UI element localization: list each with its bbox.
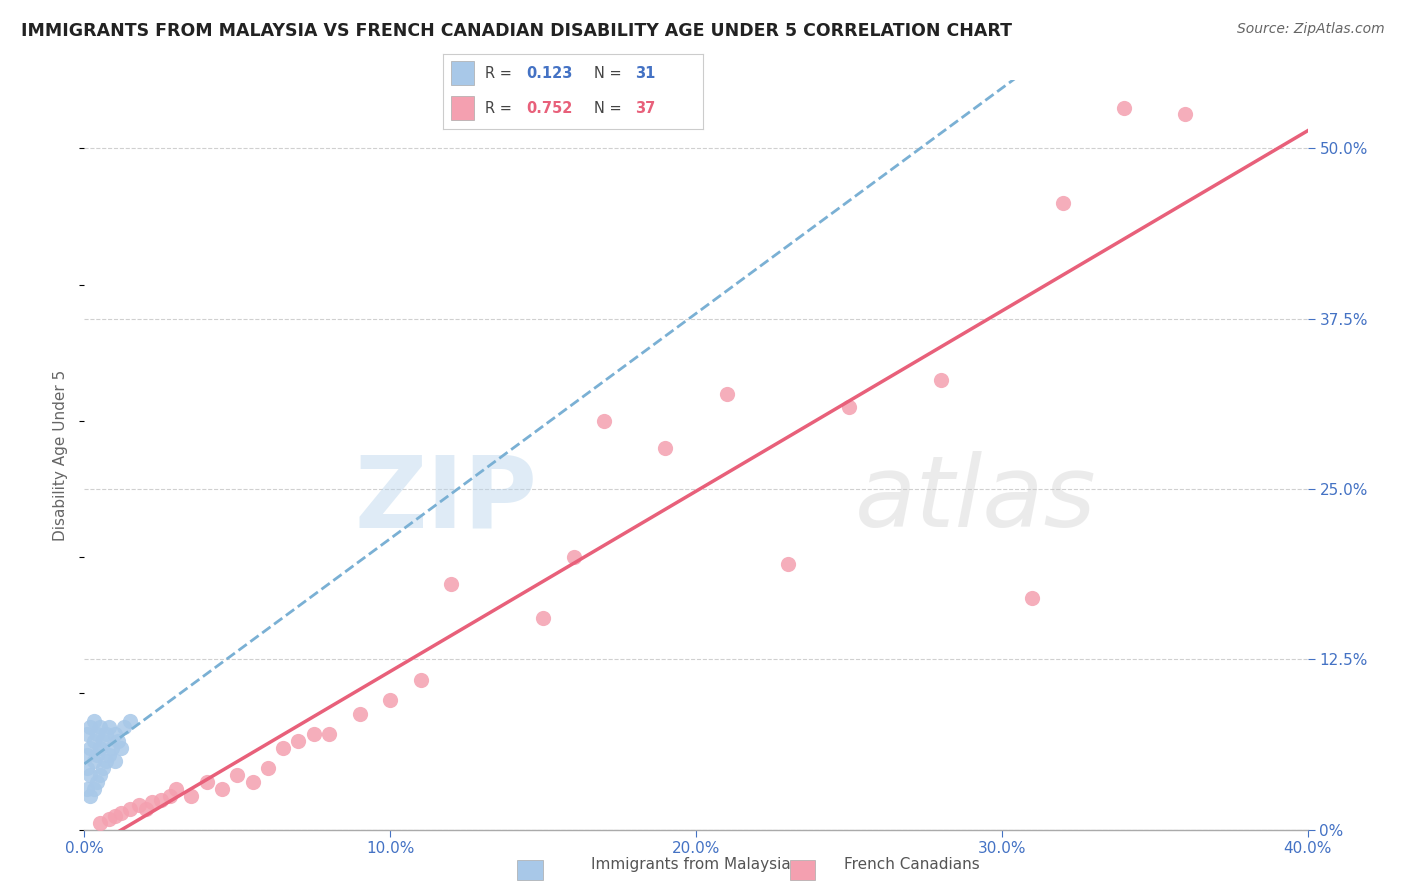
Point: [101, 740, 124, 755]
Point: [141, 795, 163, 809]
Point: [440, 577, 463, 591]
Point: [929, 373, 952, 387]
Point: [91, 734, 114, 748]
Point: [83, 734, 105, 748]
Point: [349, 706, 371, 721]
Text: R =: R =: [485, 101, 512, 116]
Point: [89, 815, 111, 830]
Point: [79, 768, 101, 782]
Point: [271, 740, 294, 755]
Bar: [451, 96, 474, 120]
Text: 0.752: 0.752: [526, 101, 572, 116]
Point: [112, 720, 135, 734]
Point: [79, 740, 101, 755]
Point: [110, 806, 132, 821]
Point: [318, 727, 340, 741]
Point: [107, 734, 129, 748]
Point: [83, 781, 105, 796]
Point: [83, 755, 105, 769]
Text: 0.123: 0.123: [526, 66, 572, 81]
Y-axis label: Disability Age Under 5: Disability Age Under 5: [53, 369, 69, 541]
Text: 31: 31: [636, 66, 655, 81]
Point: [654, 441, 676, 455]
Point: [120, 714, 142, 728]
Point: [104, 755, 127, 769]
Point: [211, 781, 233, 796]
Point: [562, 550, 585, 565]
Point: [287, 734, 309, 748]
Point: [79, 789, 101, 803]
Point: [1174, 107, 1197, 121]
Point: [76, 781, 98, 796]
Point: [97, 812, 120, 826]
Point: [302, 727, 325, 741]
Point: [180, 789, 202, 803]
Point: [165, 781, 187, 796]
Point: [1052, 195, 1074, 210]
Point: [242, 775, 264, 789]
Point: [1114, 101, 1136, 115]
Point: [76, 761, 98, 775]
Text: ZIP: ZIP: [354, 451, 537, 549]
Point: [257, 761, 280, 775]
Point: [76, 727, 98, 741]
Point: [104, 809, 127, 823]
Point: [128, 798, 150, 813]
Point: [159, 789, 181, 803]
Point: [593, 414, 616, 428]
Point: [110, 740, 132, 755]
Point: [83, 714, 105, 728]
Text: French Canadians: French Canadians: [844, 857, 980, 872]
Text: 37: 37: [636, 101, 655, 116]
Point: [776, 557, 799, 571]
Point: [86, 727, 108, 741]
Text: N =: N =: [593, 101, 621, 116]
Bar: [451, 62, 474, 86]
Point: [97, 747, 120, 762]
Point: [79, 720, 101, 734]
Text: N =: N =: [593, 66, 621, 81]
Point: [120, 802, 142, 816]
Point: [838, 401, 860, 415]
Point: [380, 693, 402, 707]
Text: R =: R =: [485, 66, 512, 81]
Point: [1021, 591, 1043, 605]
Text: IMMIGRANTS FROM MALAYSIA VS FRENCH CANADIAN DISABILITY AGE UNDER 5 CORRELATION C: IMMIGRANTS FROM MALAYSIA VS FRENCH CANAD…: [21, 22, 1012, 40]
Point: [91, 761, 114, 775]
Text: Immigrants from Malaysia: Immigrants from Malaysia: [591, 857, 790, 872]
Point: [149, 792, 172, 806]
Point: [94, 727, 117, 741]
Point: [86, 747, 108, 762]
Point: [89, 740, 111, 755]
Point: [195, 775, 218, 789]
Point: [94, 755, 117, 769]
Text: atlas: atlas: [855, 451, 1097, 549]
Point: [104, 727, 127, 741]
Point: [97, 720, 120, 734]
Text: Source: ZipAtlas.com: Source: ZipAtlas.com: [1237, 22, 1385, 37]
Point: [716, 386, 738, 401]
Point: [89, 720, 111, 734]
Point: [226, 768, 249, 782]
Point: [76, 747, 98, 762]
Point: [135, 802, 157, 816]
Point: [531, 611, 554, 625]
Point: [89, 768, 111, 782]
Point: [409, 673, 432, 687]
Point: [86, 775, 108, 789]
